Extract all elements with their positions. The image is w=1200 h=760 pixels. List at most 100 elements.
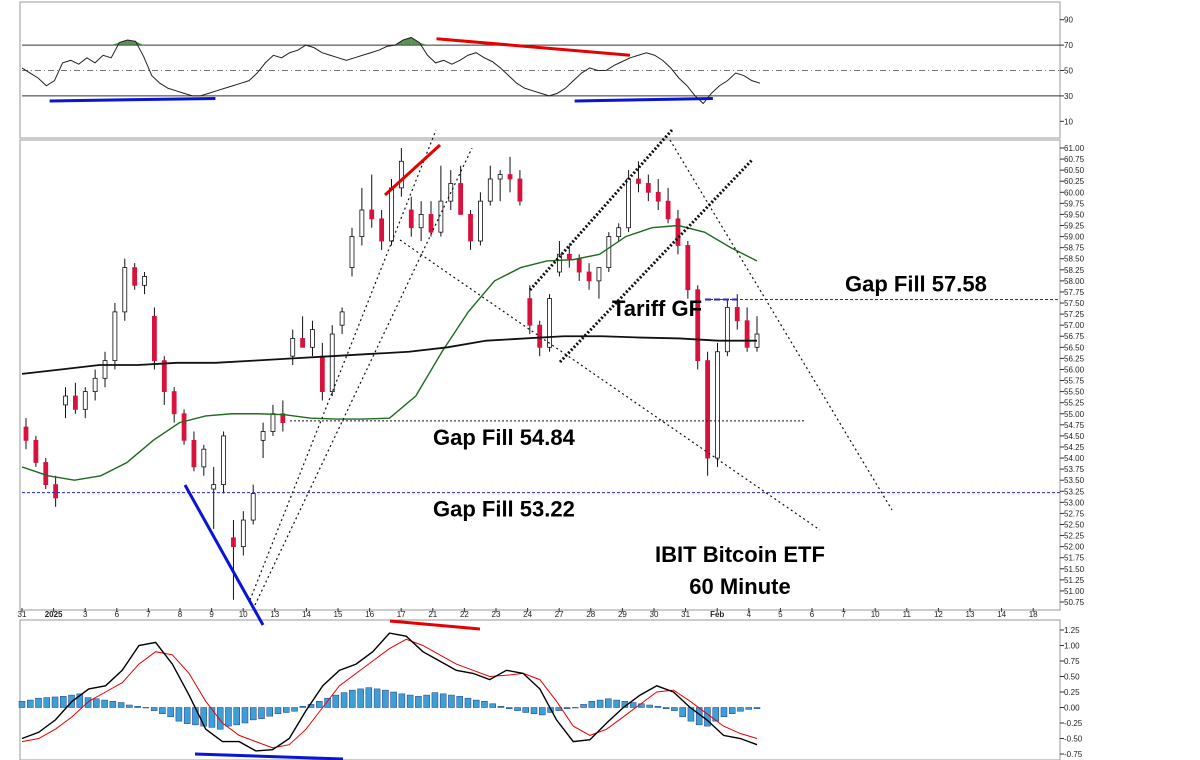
candle-body (744, 320, 750, 348)
macd-histogram-bar (737, 707, 744, 712)
macd-histogram-bar (728, 707, 736, 714)
macd-histogram-bar (274, 707, 282, 714)
gap-fill-label: Gap Fill 57.58 (845, 271, 987, 296)
price-tick-label: 58.50 (1064, 255, 1085, 264)
candle-body (310, 329, 315, 348)
price-tick-label: 59.00 (1064, 233, 1085, 242)
candle-body (280, 413, 286, 424)
price-tick-label: 53.75 (1064, 465, 1085, 474)
trend-line (399, 239, 821, 531)
macd-tick-label: 0.00 (1064, 704, 1080, 713)
price-tick-label: 58.75 (1064, 244, 1085, 253)
macd-histogram-bar (439, 693, 447, 708)
macd-tick-label: 0.25 (1064, 688, 1080, 697)
price-tick-label: 60.50 (1064, 166, 1085, 175)
macd-histogram-bar (423, 694, 430, 708)
macd-histogram-bar (316, 701, 323, 708)
price-tick-label: 59.25 (1064, 222, 1085, 231)
candle-body (260, 431, 266, 441)
macd-histogram-bar (456, 696, 463, 708)
candle-body (398, 160, 404, 189)
price-tick-label: 56.75 (1064, 332, 1085, 341)
x-tick-label: 5 (778, 610, 783, 619)
macd-tick-label: 0.75 (1064, 657, 1080, 666)
x-tick-label: 21 (428, 610, 437, 619)
candle-body (576, 258, 582, 273)
macd-histogram-bar (266, 707, 274, 717)
macd-histogram-bar (489, 703, 496, 708)
chart-title: IBIT Bitcoin ETF (655, 542, 825, 567)
price-blue-line (183, 484, 265, 626)
price-red-line (383, 143, 442, 197)
macd-histogram-bar (349, 689, 356, 708)
candle-body (63, 395, 68, 406)
macd-histogram-bar (596, 699, 604, 708)
macd-histogram-bar (192, 707, 199, 726)
rsi-tick-label: 70 (1064, 41, 1073, 50)
trend-line (669, 139, 893, 511)
price-tick-label: 53.50 (1064, 476, 1085, 485)
macd-tick-label: 1.00 (1064, 642, 1080, 651)
trend-line (254, 147, 473, 606)
price-tick-label: 56.50 (1064, 343, 1085, 352)
macd-histogram-bar (76, 693, 84, 708)
x-tick-label: 11 (903, 610, 912, 619)
x-tick-label: 4 (747, 610, 752, 619)
candle-body (53, 484, 59, 499)
candle-body (636, 178, 641, 184)
macd-histogram-bar (712, 707, 719, 722)
candle-body (557, 253, 562, 273)
price-tick-label: 59.75 (1064, 199, 1085, 208)
x-tick-label: 9 (209, 610, 214, 619)
x-tick-label: 6 (810, 610, 815, 619)
x-tick-label: 7 (146, 610, 151, 619)
macd-histogram-bar (60, 696, 67, 708)
gap-fill-label: Gap Fill 53.22 (433, 497, 575, 522)
macd-histogram-bar (530, 707, 538, 714)
price-tick-label: 60.75 (1064, 155, 1085, 164)
candle-body (645, 183, 651, 193)
candle-body (527, 298, 533, 326)
macd-histogram-bar (431, 692, 439, 708)
x-tick-label: 2025 (45, 610, 63, 619)
macd-histogram-bar (514, 707, 521, 711)
candle-body (33, 439, 39, 463)
candle-body (685, 245, 691, 291)
x-tick-label: 10 (871, 610, 880, 619)
candle-body (152, 315, 157, 362)
macd-histogram-bar (307, 704, 315, 708)
price-tick-label: 60.25 (1064, 177, 1085, 186)
macd-divergence-line (194, 752, 344, 760)
candle-body (478, 200, 483, 242)
macd-histogram-bar (522, 707, 530, 713)
macd-tick-label: 0.50 (1064, 673, 1080, 682)
price-tick-label: 61.00 (1064, 144, 1085, 153)
candle-body (705, 360, 711, 459)
candle-body (72, 395, 78, 410)
x-tick-label: 27 (555, 610, 564, 619)
candle-body (250, 493, 256, 521)
candle-body (181, 413, 187, 441)
rsi-overbought-fill (403, 37, 412, 46)
price-tick-label: 52.25 (1064, 532, 1085, 541)
candle-body (349, 236, 355, 268)
candle-body (339, 311, 345, 326)
macd-histogram-bar (126, 704, 133, 708)
macd-histogram-bar (332, 694, 340, 708)
candle-body (142, 276, 147, 286)
macd-histogram-bar (753, 707, 761, 709)
candle-body (547, 298, 552, 348)
macd-histogram-bar (283, 707, 290, 713)
macd-histogram-bar (27, 699, 34, 708)
macd-histogram-bar (117, 702, 125, 708)
candle-body (507, 174, 513, 180)
macd-histogram-bar (654, 706, 662, 708)
macd-histogram-bar (497, 706, 505, 708)
rsi-overbought-fill (411, 37, 420, 46)
macd-histogram-bar (406, 694, 414, 708)
macd-histogram-bar (588, 701, 596, 708)
price-tick-label: 51.50 (1064, 565, 1085, 574)
x-tick-label: 6 (115, 610, 120, 619)
candle-body (369, 209, 375, 220)
candle-body (92, 377, 98, 393)
